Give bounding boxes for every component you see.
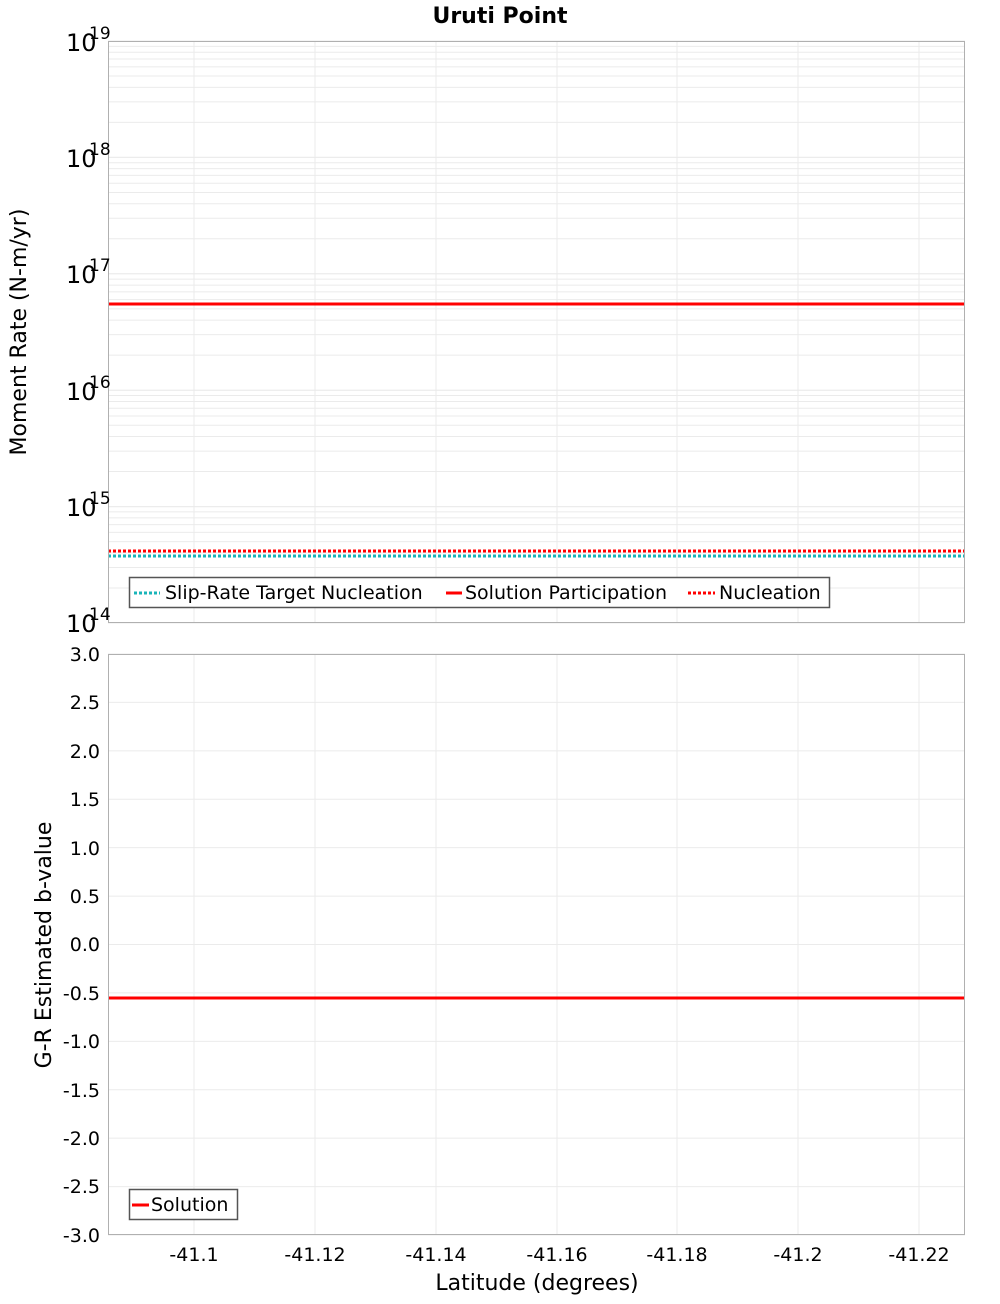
bottom-plot-border [108, 654, 965, 1235]
legend-solution-label: Solution [151, 1194, 228, 1216]
svg-text:0.5: 0.5 [70, 886, 100, 908]
chart-title: Uruti Point [432, 4, 568, 29]
y-tick-1e14: 10 14 [66, 605, 111, 638]
svg-text:2.5: 2.5 [70, 692, 100, 714]
svg-text:16: 16 [89, 373, 111, 393]
svg-text:19: 19 [89, 24, 111, 44]
bottom-vertical-gridlines [193, 654, 920, 1235]
y-tick-1e19: 10 19 [66, 24, 111, 57]
svg-text:10: 10 [66, 29, 97, 57]
svg-text:1.0: 1.0 [70, 838, 100, 860]
y-tick-1e16: 10 16 [66, 373, 111, 406]
top-plot-area [108, 41, 965, 623]
legend-target-label: Slip-Rate Target Nucleation [165, 582, 423, 604]
svg-text:10: 10 [66, 494, 97, 522]
top-plot-border [108, 41, 965, 623]
svg-text:-2.0: -2.0 [63, 1128, 100, 1150]
svg-text:-41.18: -41.18 [646, 1244, 707, 1266]
svg-text:-0.5: -0.5 [63, 983, 100, 1005]
svg-text:-41.16: -41.16 [526, 1244, 587, 1266]
svg-text:0.0: 0.0 [70, 934, 100, 956]
y-tick-1e15: 10 15 [66, 489, 111, 522]
bottom-y-tick-labels: 3.0 2.5 2.0 1.5 1.0 0.5 0.0 -0.5 -1.0 -1… [63, 644, 100, 1247]
svg-text:18: 18 [89, 140, 111, 160]
top-vertical-gridlines [193, 41, 920, 623]
svg-text:14: 14 [89, 605, 111, 625]
bottom-legend: Solution [128, 1188, 239, 1221]
svg-text:-41.1: -41.1 [169, 1244, 218, 1266]
y-tick-1e17: 10 17 [66, 256, 111, 289]
svg-text:15: 15 [89, 489, 111, 509]
svg-text:10: 10 [66, 378, 97, 406]
legend-participation-label: Solution Participation [465, 582, 667, 604]
svg-text:-1.5: -1.5 [63, 1080, 100, 1102]
svg-text:10: 10 [66, 261, 97, 289]
svg-text:-2.5: -2.5 [63, 1176, 100, 1198]
top-legend: Slip-Rate Target Nucleation Solution Par… [128, 576, 831, 609]
svg-text:10: 10 [66, 610, 97, 638]
y-tick-1e18: 10 18 [66, 140, 111, 173]
legend-nucleation-label: Nucleation [719, 582, 821, 604]
svg-text:1.5: 1.5 [70, 789, 100, 811]
svg-text:-3.0: -3.0 [63, 1225, 100, 1247]
x-axis-label: Latitude (degrees) [435, 1271, 638, 1296]
svg-text:3.0: 3.0 [70, 644, 100, 666]
svg-text:-41.2: -41.2 [773, 1244, 822, 1266]
svg-text:-41.22: -41.22 [888, 1244, 949, 1266]
bottom-y-axis-label: G-R Estimated b-value [32, 822, 57, 1069]
top-y-axis-label: Moment Rate (N-m/yr) [7, 209, 32, 456]
svg-text:2.0: 2.0 [70, 741, 100, 763]
svg-text:-41.14: -41.14 [405, 1244, 466, 1266]
top-y-tick-labels: 10 19 10 18 10 17 10 16 10 15 10 14 [66, 24, 111, 638]
svg-text:-41.12: -41.12 [284, 1244, 345, 1266]
svg-text:-1.0: -1.0 [63, 1031, 100, 1053]
bottom-panel: 3.0 2.5 2.0 1.5 1.0 0.5 0.0 -0.5 -1.0 -1… [32, 644, 965, 1296]
top-panel: 10 19 10 18 10 17 10 16 10 15 10 14 [7, 24, 965, 638]
svg-text:10: 10 [66, 145, 97, 173]
top-minor-gridlines [108, 40, 965, 624]
x-tick-labels: -41.1 -41.12 -41.14 -41.16 -41.18 -41.2 … [169, 1244, 949, 1266]
svg-text:17: 17 [89, 256, 111, 276]
